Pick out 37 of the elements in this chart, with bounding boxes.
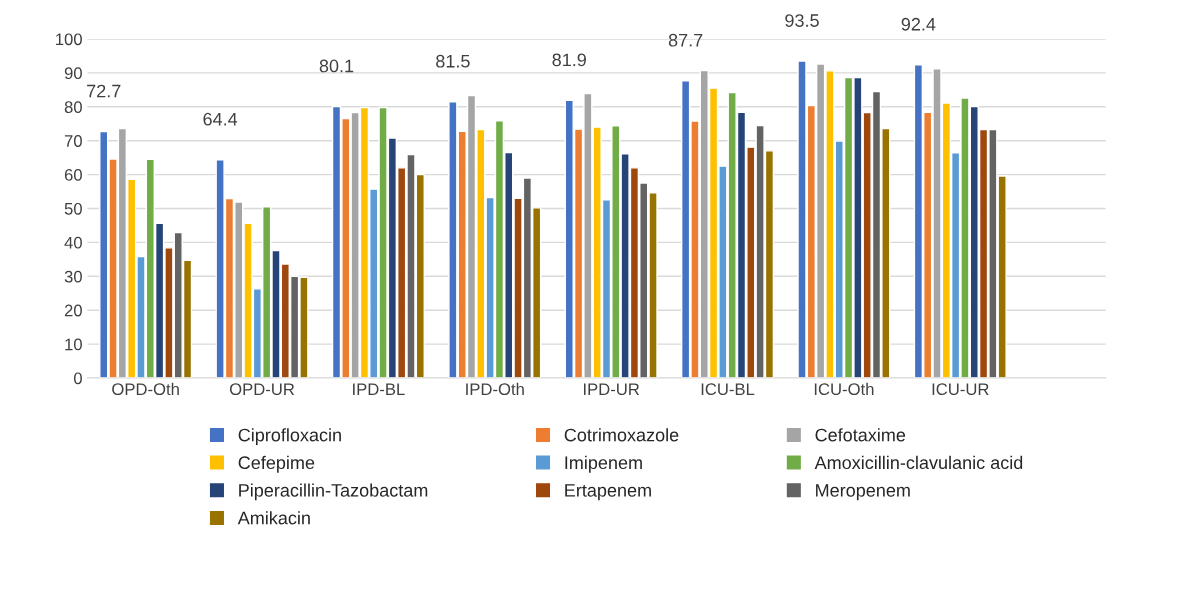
x-tick-label: ICU-Oth	[814, 382, 874, 396]
legend-label: Cefepime	[238, 455, 315, 473]
y-tick-label: 60	[64, 169, 82, 181]
y-tick-label: 0	[73, 372, 82, 385]
data-label: 72.7	[87, 84, 121, 98]
x-tick-label: IPD-Oth	[466, 382, 524, 396]
x-tick-label: IPD-BL	[353, 383, 405, 395]
legend-label: Imipenem	[565, 455, 642, 473]
y-tick-label: 100	[56, 33, 82, 46]
data-label: 81.9	[552, 53, 586, 67]
x-tick-label: OPD-Oth	[112, 382, 179, 396]
legend-label: Ertapenem	[565, 484, 651, 501]
y-tick-label: 20	[64, 304, 82, 317]
y-tick-label: 30	[64, 270, 82, 283]
legend-label: Ciprofloxacin	[238, 428, 341, 445]
x-tick-label: IPD-UR	[583, 383, 640, 396]
y-tick-label: 70	[64, 135, 82, 147]
x-tick-label: ICU-BL	[701, 383, 755, 396]
legend-label: Amikacin	[237, 511, 310, 525]
y-tick-label: 10	[65, 338, 82, 351]
y-tick-label: 80	[64, 101, 82, 113]
data-label: 64.4	[203, 112, 238, 126]
legend-label: Cefotaxime	[815, 428, 906, 442]
legend-label: Piperacillin-Tazobactam	[239, 483, 428, 501]
x-tick-label: OPD-UR	[229, 383, 295, 396]
x-tick-label: ICU-UR	[932, 383, 989, 396]
legend-label: Meropenem	[816, 484, 910, 501]
data-label: 92.4	[901, 17, 936, 31]
y-tick-label: 40	[64, 236, 82, 249]
data-label: 93.5	[785, 14, 819, 27]
legend-label: Amoxicillin-clavulanic acid	[814, 455, 1023, 470]
y-tick-label: 50	[64, 202, 82, 215]
data-label: 87.7	[668, 33, 703, 47]
legend-label: Cotrimoxazole	[564, 428, 679, 442]
data-label: 80.1	[319, 59, 354, 73]
y-tick-label: 90	[64, 67, 82, 80]
data-label: 81.5	[436, 54, 470, 68]
